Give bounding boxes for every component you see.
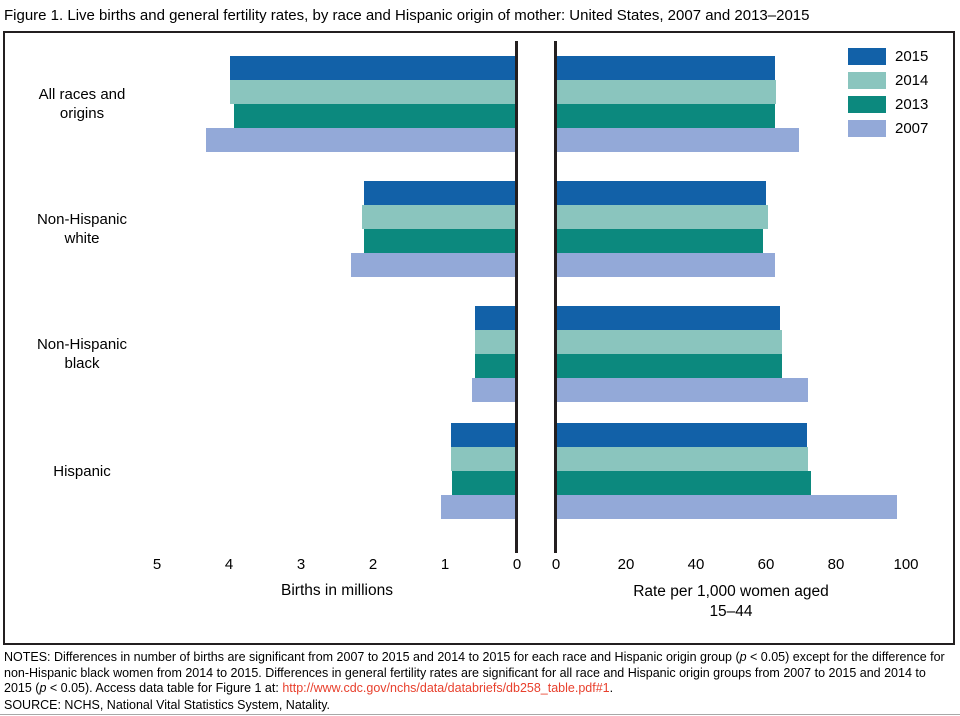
axis-tick-births-5: 5 — [152, 556, 162, 573]
legend: 2015 2014 2013 2007 — [848, 48, 928, 137]
bar-rate-non-hispanic-black-2013 — [556, 354, 782, 378]
category-label-hispanic: Hispanic — [53, 462, 111, 480]
rate-zero-axis-line — [554, 41, 557, 553]
bar-births-non-hispanic-black-2013 — [475, 354, 517, 378]
bar-rate-all-races-and-origins-2007 — [556, 128, 799, 152]
plot-area: 2015 2014 2013 2007 Births in millions Rate… — [5, 33, 953, 643]
bar-rate-all-races-and-origins-2013 — [556, 104, 775, 128]
notes-italic-p: p — [39, 681, 47, 695]
axis-tick-births-0: 0 — [512, 556, 522, 573]
notes-text: . — [609, 681, 614, 695]
legend-label-2014: 2014 — [895, 72, 929, 89]
notes-text: < 0.05) except for the difference for no… — [4, 650, 945, 695]
bar-rate-all-races-and-origins-2015 — [556, 56, 775, 80]
bar-births-all-races-and-origins-2015 — [230, 56, 517, 80]
bar-births-hispanic-2013 — [452, 471, 517, 495]
bar-births-all-races-and-origins-2013 — [234, 104, 517, 128]
axis-tick-rate-20: 20 — [617, 556, 635, 573]
axis-tick-rate-60: 60 — [757, 556, 775, 573]
axis-tick-rate-80: 80 — [827, 556, 845, 573]
bar-rate-hispanic-2007 — [556, 495, 897, 519]
category-label-all-races-and-origins: All races and origins — [38, 86, 126, 122]
bar-rate-hispanic-2015 — [556, 423, 807, 447]
bar-births-non-hispanic-black-2014 — [475, 330, 517, 354]
legend-swatch-2014 — [848, 72, 886, 89]
bar-births-all-races-and-origins-2014 — [230, 80, 517, 104]
bar-births-hispanic-2015 — [451, 423, 517, 447]
figure-title: Figure 1. Live births and general fertil… — [4, 7, 810, 24]
category-label-non-hispanic-black: Non-Hispanic black — [36, 336, 128, 372]
legend-item-2013: 2013 — [848, 96, 928, 113]
bottom-divider — [0, 714, 960, 715]
bar-rate-all-races-and-origins-2014 — [556, 80, 776, 104]
bar-births-hispanic-2007 — [441, 495, 517, 519]
notes-text: < 0.05). Access data table for Figure 1 … — [46, 681, 283, 695]
rate-axis-title: Rate per 1,000 women aged 15–44 — [633, 583, 829, 620]
legend-swatch-2015 — [848, 48, 886, 65]
category-label-non-hispanic-white: Non-Hispanic white — [36, 211, 128, 247]
axis-tick-rate-40: 40 — [687, 556, 705, 573]
bar-births-hispanic-2014 — [451, 447, 517, 471]
bar-rate-non-hispanic-white-2015 — [556, 181, 766, 205]
legend-label-2013: 2013 — [895, 96, 929, 113]
source: SOURCE: NCHS, National Vital Statistics … — [4, 698, 331, 712]
bar-rate-non-hispanic-white-2014 — [556, 205, 768, 229]
bar-rate-non-hispanic-white-2007 — [556, 253, 775, 277]
bar-rate-non-hispanic-black-2007 — [556, 378, 808, 402]
births-zero-axis-line — [515, 41, 518, 553]
bar-rate-non-hispanic-black-2015 — [556, 306, 780, 330]
legend-swatch-2013 — [848, 96, 886, 113]
legend-swatch-2007 — [848, 120, 886, 137]
axis-tick-births-3: 3 — [296, 556, 306, 573]
bar-births-non-hispanic-black-2007 — [472, 378, 517, 402]
axis-tick-rate-0: 0 — [551, 556, 561, 573]
bar-births-non-hispanic-white-2013 — [364, 229, 517, 253]
axis-tick-births-1: 1 — [440, 556, 450, 573]
bar-births-non-hispanic-black-2015 — [475, 306, 517, 330]
bar-rate-non-hispanic-white-2013 — [556, 229, 763, 253]
births-axis-title: Births in millions — [281, 582, 393, 599]
notes: NOTES: Differences in number of births a… — [4, 650, 954, 697]
axis-tick-rate-100: 100 — [893, 556, 919, 573]
legend-item-2007: 2007 — [848, 120, 928, 137]
notes-text: NOTES: Differences in number of births a… — [4, 650, 740, 664]
bar-births-all-races-and-origins-2007 — [206, 128, 517, 152]
bar-rate-non-hispanic-black-2014 — [556, 330, 782, 354]
chart-box: 2015 2014 2013 2007 Births in millions Rate… — [3, 31, 955, 645]
bar-births-non-hispanic-white-2015 — [364, 181, 517, 205]
notes-italic-p: p — [739, 650, 747, 664]
axis-tick-births-4: 4 — [224, 556, 234, 573]
legend-item-2014: 2014 — [848, 72, 928, 89]
legend-label-2007: 2007 — [895, 120, 929, 137]
bar-rate-hispanic-2014 — [556, 447, 808, 471]
axis-tick-births-2: 2 — [368, 556, 378, 573]
bar-births-non-hispanic-white-2007 — [351, 253, 517, 277]
legend-label-2015: 2015 — [895, 48, 929, 65]
legend-item-2015: 2015 — [848, 48, 928, 65]
bar-rate-hispanic-2013 — [556, 471, 811, 495]
bar-births-non-hispanic-white-2014 — [362, 205, 517, 229]
data-table-link[interactable]: http://www.cdc.gov/nchs/data/databriefs/… — [282, 681, 610, 695]
